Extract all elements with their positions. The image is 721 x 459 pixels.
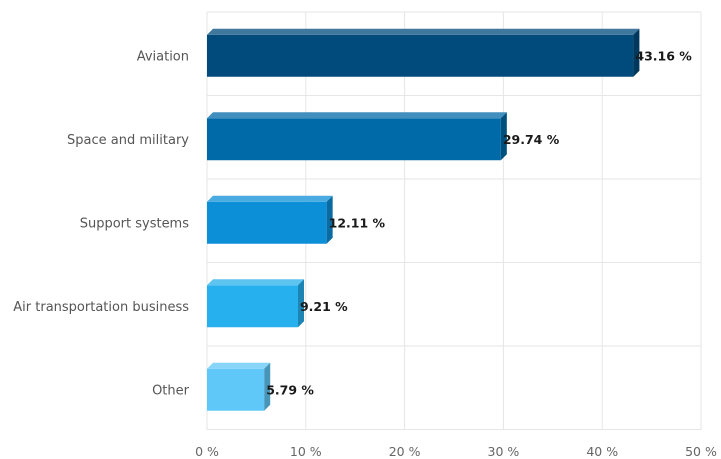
bars [207,28,640,411]
category-label: Aviation [137,49,189,64]
bar-side-4 [264,362,271,411]
bar-2 [207,201,327,244]
bar-side-1 [500,112,507,161]
x-tick-label: 50 % [685,444,717,459]
bar-1 [207,118,501,161]
bar-3 [207,285,298,328]
value-label: 29.74 % [503,132,560,147]
bar-top-1 [207,112,507,119]
category-label: Air transportation business [13,300,189,315]
bar-top-3 [207,279,304,286]
category-label: Space and military [67,133,189,148]
bar-4 [207,368,265,411]
grid [206,11,702,430]
value-label: 43.16 % [635,48,692,63]
bar-top-4 [207,362,271,369]
x-tick-label: 40 % [586,444,618,459]
x-tick-label: 30 % [488,444,520,459]
bar-0 [207,34,634,77]
x-tick-label: 0 % [195,444,219,459]
bar-side-2 [326,195,333,244]
x-tick-label: 20 % [389,444,421,459]
category-label: Support systems [80,216,190,231]
x-tick-label: 10 % [290,444,322,459]
bar-top-0 [207,28,640,35]
x-axis-tick-labels: 0 % 10 % 20 % 30 % 40 % 50 % [195,444,717,459]
category-label: Other [152,383,190,398]
category-labels: Aviation Space and military Support system… [13,49,189,398]
value-label: 9.21 % [300,299,348,314]
bar-side-0 [633,28,640,77]
value-label: 5.79 % [266,382,314,397]
bar-top-2 [207,195,333,202]
value-label: 12.11 % [329,215,386,230]
value-labels: 43.16 % 29.74 % 12.11 % 9.21 % 5.79 % [266,48,692,397]
bar-side-3 [297,279,304,328]
